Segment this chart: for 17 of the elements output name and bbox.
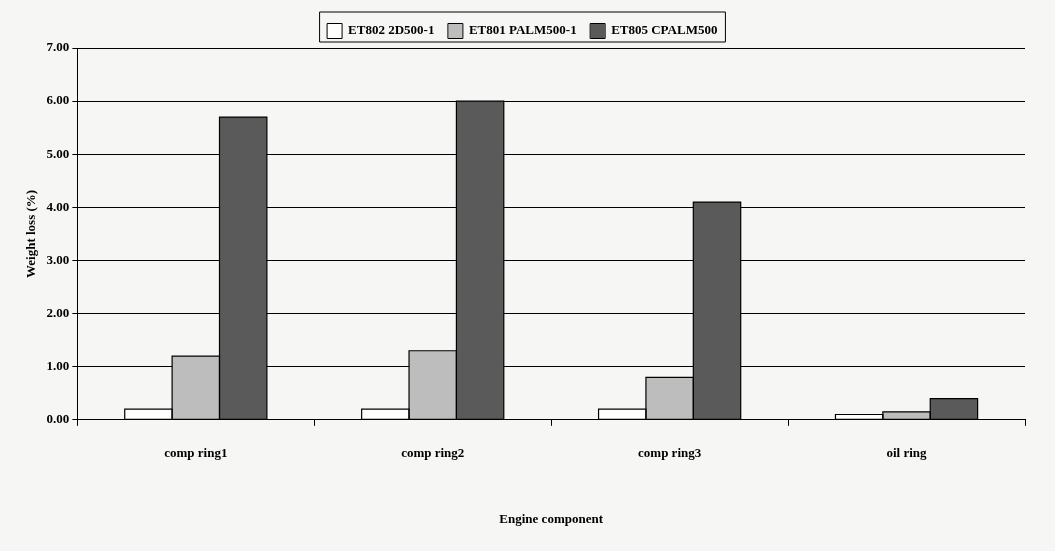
y-axis-title: Weight loss (%)	[23, 189, 39, 278]
legend-label: ET805 CPALM500	[611, 22, 718, 38]
y-tick-label: 2.00	[46, 304, 70, 320]
x-axis-title: Engine component	[499, 510, 604, 526]
y-tick-label: 5.00	[46, 145, 70, 161]
y-tick-label: 4.00	[46, 198, 70, 214]
x-tick-label: oil ring	[886, 444, 928, 460]
legend-label: ET802 2D500-1	[348, 22, 435, 38]
y-tick-label: 6.00	[46, 92, 70, 108]
y-tick-label: 3.00	[46, 251, 70, 267]
x-tick-label: comp ring3	[638, 444, 702, 460]
x-tick-label: comp ring1	[164, 444, 228, 460]
y-tick-label: 7.00	[46, 39, 70, 55]
x-tick-label: comp ring2	[401, 444, 465, 460]
y-tick-label: 1.00	[46, 358, 70, 374]
legend-label: ET801 PALM500-1	[468, 22, 577, 38]
y-tick-label: 0.00	[46, 411, 70, 427]
